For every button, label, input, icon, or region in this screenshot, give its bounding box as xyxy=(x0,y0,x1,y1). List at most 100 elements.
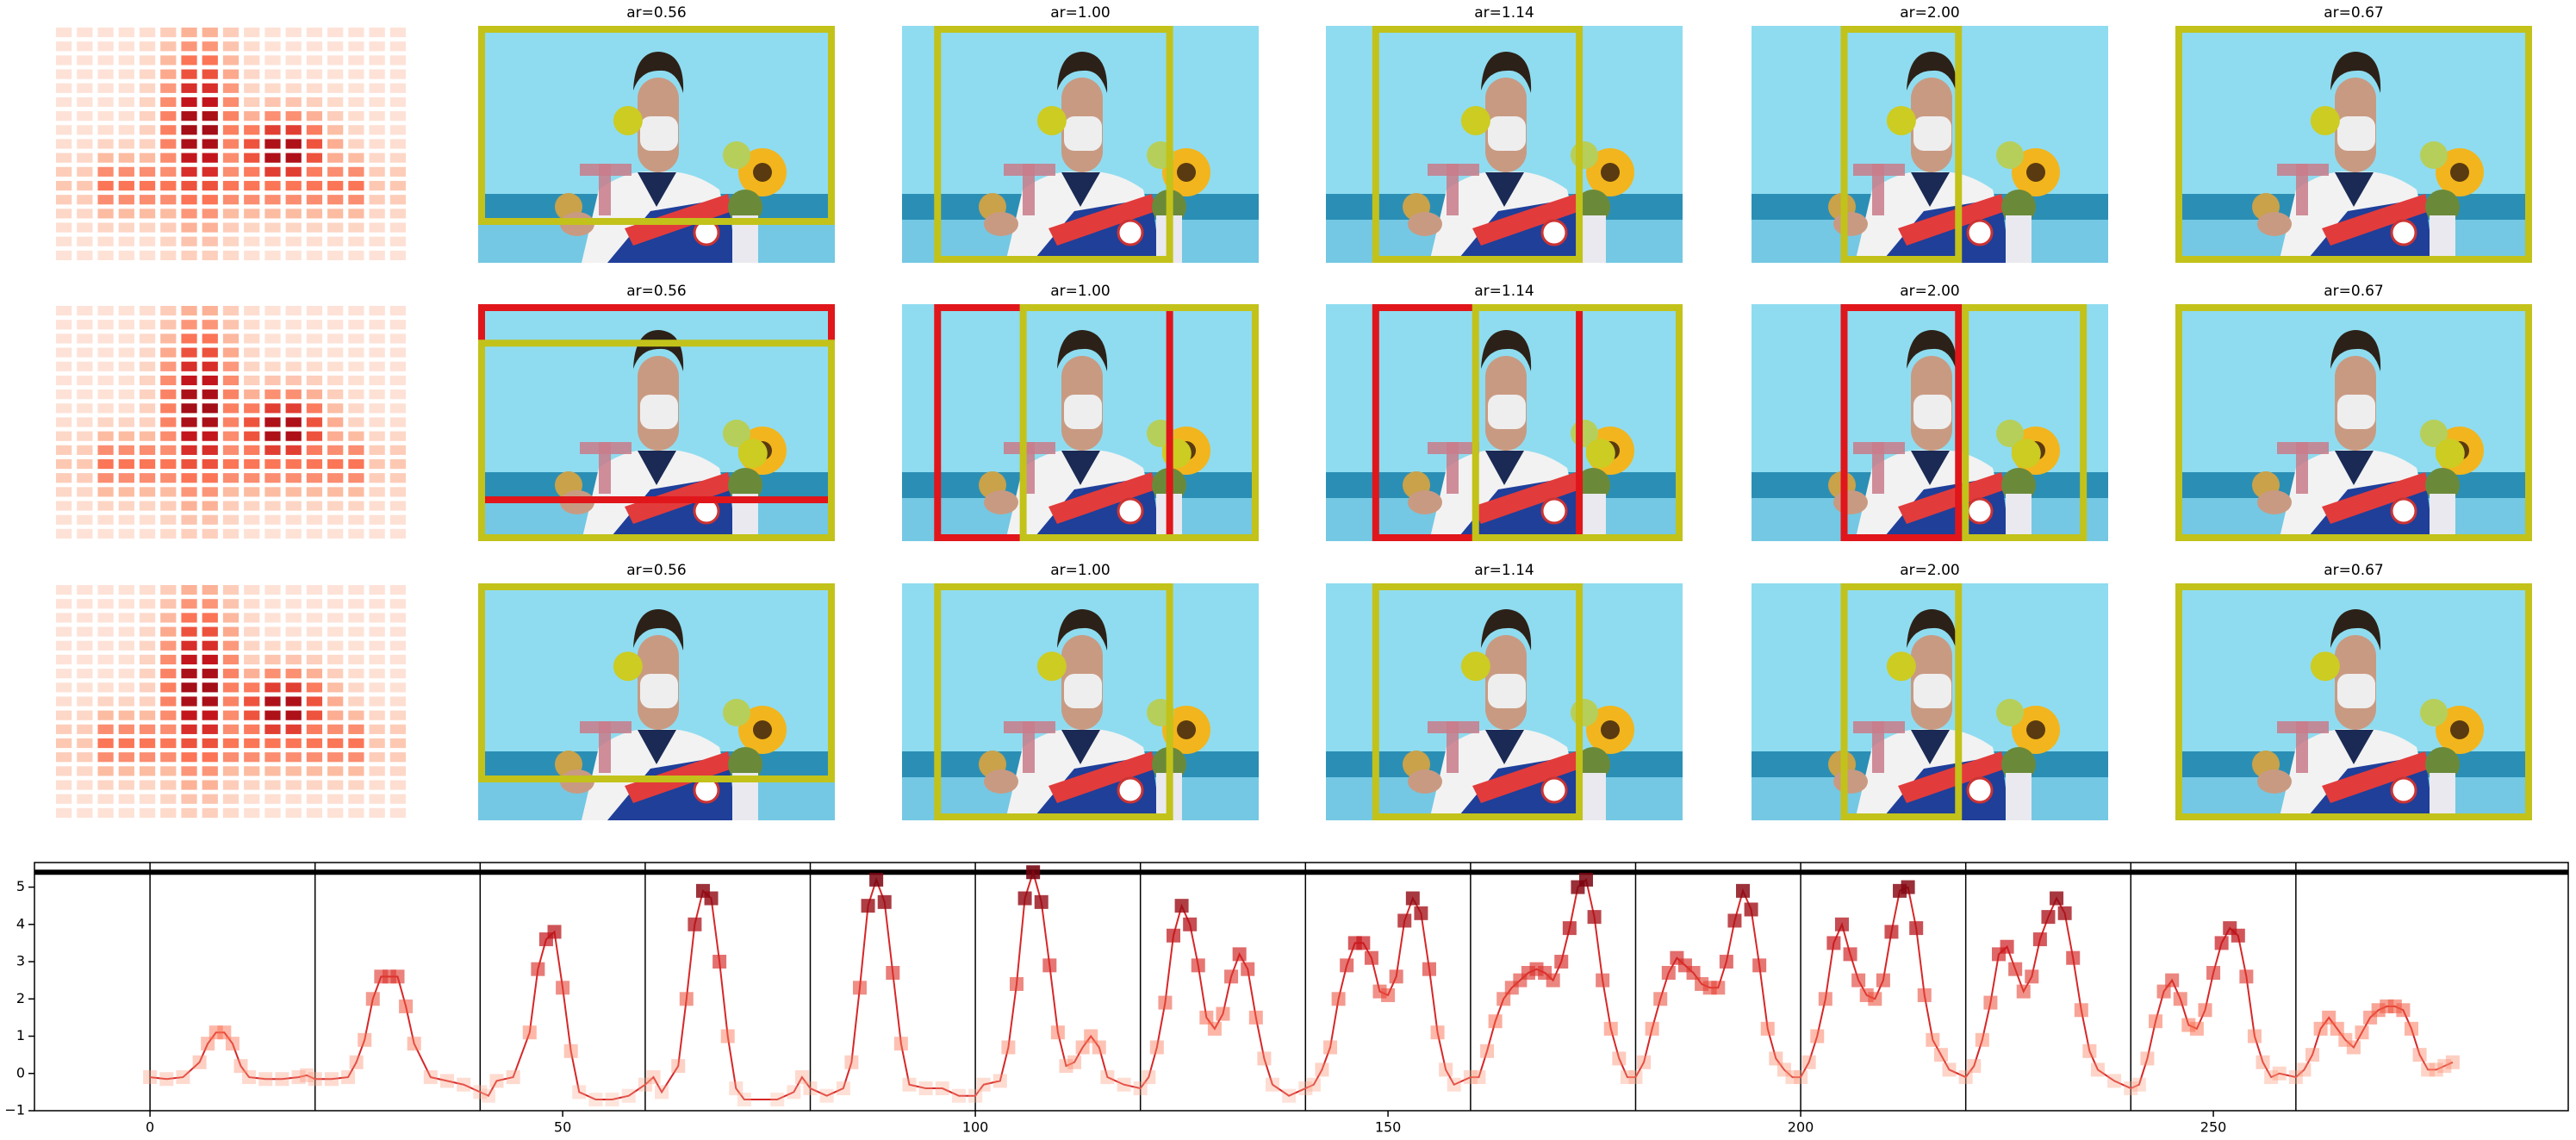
bounding-box xyxy=(2175,583,2532,820)
heatmap-cell xyxy=(139,682,156,693)
point-marker xyxy=(2429,1062,2443,1077)
heatmap-cell xyxy=(181,125,197,135)
point-marker xyxy=(1142,1070,1156,1085)
panel-title: ar=0.67 xyxy=(2324,4,2384,22)
heatmap-cell xyxy=(369,807,385,818)
heatmap-cell xyxy=(389,682,406,693)
heatmap-cell xyxy=(139,613,156,623)
point-marker xyxy=(886,966,900,980)
point-marker xyxy=(2173,992,2187,1006)
heatmap-cell xyxy=(202,669,218,679)
heatmap-cell xyxy=(285,125,302,135)
heatmap-cell xyxy=(97,585,114,595)
heatmap-cell xyxy=(348,654,364,665)
heatmap-cell xyxy=(306,807,323,818)
heatmap-cell xyxy=(285,417,302,427)
heatmap-cell xyxy=(348,250,364,260)
heatmap-cell xyxy=(348,710,364,720)
heatmap-cell xyxy=(118,361,134,371)
point-marker xyxy=(2025,969,2039,984)
keypoint xyxy=(1460,651,1490,682)
heatmap-cell xyxy=(222,97,240,108)
heatmap-cell xyxy=(285,613,302,623)
heatmap-cell xyxy=(181,654,197,665)
photo xyxy=(1326,583,1683,820)
heatmap-cell xyxy=(264,640,281,651)
heatmap-cell xyxy=(181,458,197,470)
heatmap-cell xyxy=(327,654,344,665)
heatmap-cell xyxy=(139,69,156,79)
heatmap-cell xyxy=(348,431,364,441)
heatmap-cell xyxy=(244,807,260,818)
point-marker xyxy=(2124,1081,2138,1096)
heatmap-cell xyxy=(306,599,323,609)
point-marker xyxy=(506,1070,520,1085)
heatmap-cell xyxy=(97,626,114,637)
heatmap-cell xyxy=(222,417,240,427)
heatmap-cell xyxy=(139,599,156,609)
point-marker xyxy=(2445,1055,2460,1069)
bounding-box xyxy=(934,26,1173,263)
heatmap-cell xyxy=(222,361,240,371)
heatmap-cell xyxy=(97,195,114,205)
heatmap-cell xyxy=(306,139,323,149)
heatmap-cell xyxy=(77,585,93,595)
heatmap-cell xyxy=(202,780,218,790)
point-marker xyxy=(1983,995,1998,1010)
heatmap-cell xyxy=(285,669,302,679)
point-marker xyxy=(2288,1070,2303,1085)
heatmap-cell xyxy=(306,333,323,344)
heatmap-cell xyxy=(181,710,197,720)
point-marker xyxy=(852,981,867,995)
heatmap-cell xyxy=(285,306,302,316)
heatmap-cell xyxy=(327,139,344,149)
heatmap-cell xyxy=(327,209,344,219)
heatmap-cell xyxy=(264,28,281,38)
point-marker xyxy=(2189,1021,2204,1036)
heatmap-cell xyxy=(348,97,364,108)
heatmap-cell xyxy=(118,724,134,734)
heatmap-cell xyxy=(327,780,344,790)
heatmap-cell xyxy=(244,28,260,38)
heatmap-cell xyxy=(244,528,260,539)
heatmap-cell xyxy=(160,361,177,371)
heatmap-cell xyxy=(222,347,240,358)
heatmap-cell xyxy=(327,669,344,679)
heatmap-cell xyxy=(56,209,72,219)
heatmap-cell xyxy=(327,389,344,400)
heatmap-cell xyxy=(348,445,364,455)
y-tick-label: −1 xyxy=(4,1102,25,1118)
heatmap-cell xyxy=(56,139,72,149)
heatmap-cell xyxy=(118,431,134,441)
bounding-box xyxy=(1019,304,1259,541)
heatmap-cell xyxy=(285,250,302,260)
heatmap-cell xyxy=(348,55,364,65)
photo xyxy=(1752,304,2108,541)
heatmap-cell xyxy=(56,766,72,776)
heatmap-cell xyxy=(222,195,240,205)
heatmap-cell xyxy=(160,807,177,818)
heatmap-cell xyxy=(139,139,156,149)
heatmap-cell xyxy=(327,599,344,609)
heatmap-cell xyxy=(181,153,197,163)
heatmap-cell xyxy=(97,83,114,93)
heatmap-cell xyxy=(181,696,197,707)
heatmap-cell xyxy=(369,69,385,79)
heatmap-cell xyxy=(56,738,72,749)
heatmap-cell xyxy=(369,97,385,108)
heatmap-cell xyxy=(369,41,385,52)
heatmap-cell xyxy=(285,696,302,707)
heatmap-cell xyxy=(139,807,156,818)
heatmap-cell xyxy=(202,710,218,720)
heatmap-cell xyxy=(285,585,302,595)
heatmap-cell xyxy=(244,209,260,219)
point-marker xyxy=(1389,969,1403,984)
heatmap-cell xyxy=(202,585,218,595)
point-marker xyxy=(1265,1077,1279,1092)
heatmap-cell xyxy=(285,807,302,818)
heatmap-cell xyxy=(369,55,385,65)
heatmap-cell xyxy=(97,111,114,121)
heatmap-cell xyxy=(306,528,323,539)
heatmap-cell xyxy=(327,473,344,483)
point-marker xyxy=(481,1088,495,1103)
